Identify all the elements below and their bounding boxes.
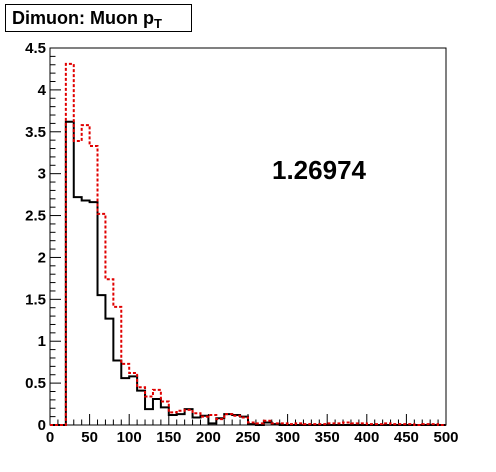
y-tick-label: 4.5 (25, 40, 46, 57)
histogram-series (50, 62, 446, 426)
x-tick-label: 100 (117, 429, 142, 446)
annotation-value: 1.26974 (272, 155, 367, 185)
x-tick-label: 250 (235, 429, 260, 446)
x-tick-label: 300 (275, 429, 300, 446)
plot-frame (49, 47, 447, 426)
y-tick-label: 3.5 (25, 124, 46, 141)
y-tick-label: 0.5 (25, 375, 46, 392)
y-tick-label: 3 (38, 166, 46, 183)
y-tick-label: 2 (38, 249, 46, 266)
y-tick-label: 1.5 (25, 291, 46, 308)
x-tick-labels: 0 50 100 150 200 250 300 350 400 450 500 (46, 429, 459, 446)
x-tick-label: 400 (354, 429, 379, 446)
x-tick-label: 350 (315, 429, 340, 446)
axis-ticks (49, 47, 447, 426)
chart-title: Dimuon: Muon pT (5, 4, 192, 32)
chart-title-subscript: T (153, 16, 162, 31)
histogram-series-2 (50, 62, 446, 426)
x-tick-label: 500 (433, 429, 458, 446)
histogram-series-1 (50, 120, 446, 426)
y-tick-labels: 0 0.5 1 1.5 2 2.5 3 3.5 4 4.5 (25, 40, 47, 434)
x-tick-label: 450 (394, 429, 419, 446)
x-tick-label: 200 (196, 429, 221, 446)
chart-title-main: Dimuon: Muon p (12, 8, 154, 28)
y-tick-label: 1 (38, 333, 46, 350)
y-tick-label: 4 (38, 82, 47, 99)
x-tick-label: 50 (81, 429, 98, 446)
x-tick-label: 150 (156, 429, 181, 446)
y-tick-label: 0 (38, 417, 46, 434)
y-tick-label: 2.5 (25, 208, 46, 225)
x-tick-label: 0 (46, 429, 54, 446)
